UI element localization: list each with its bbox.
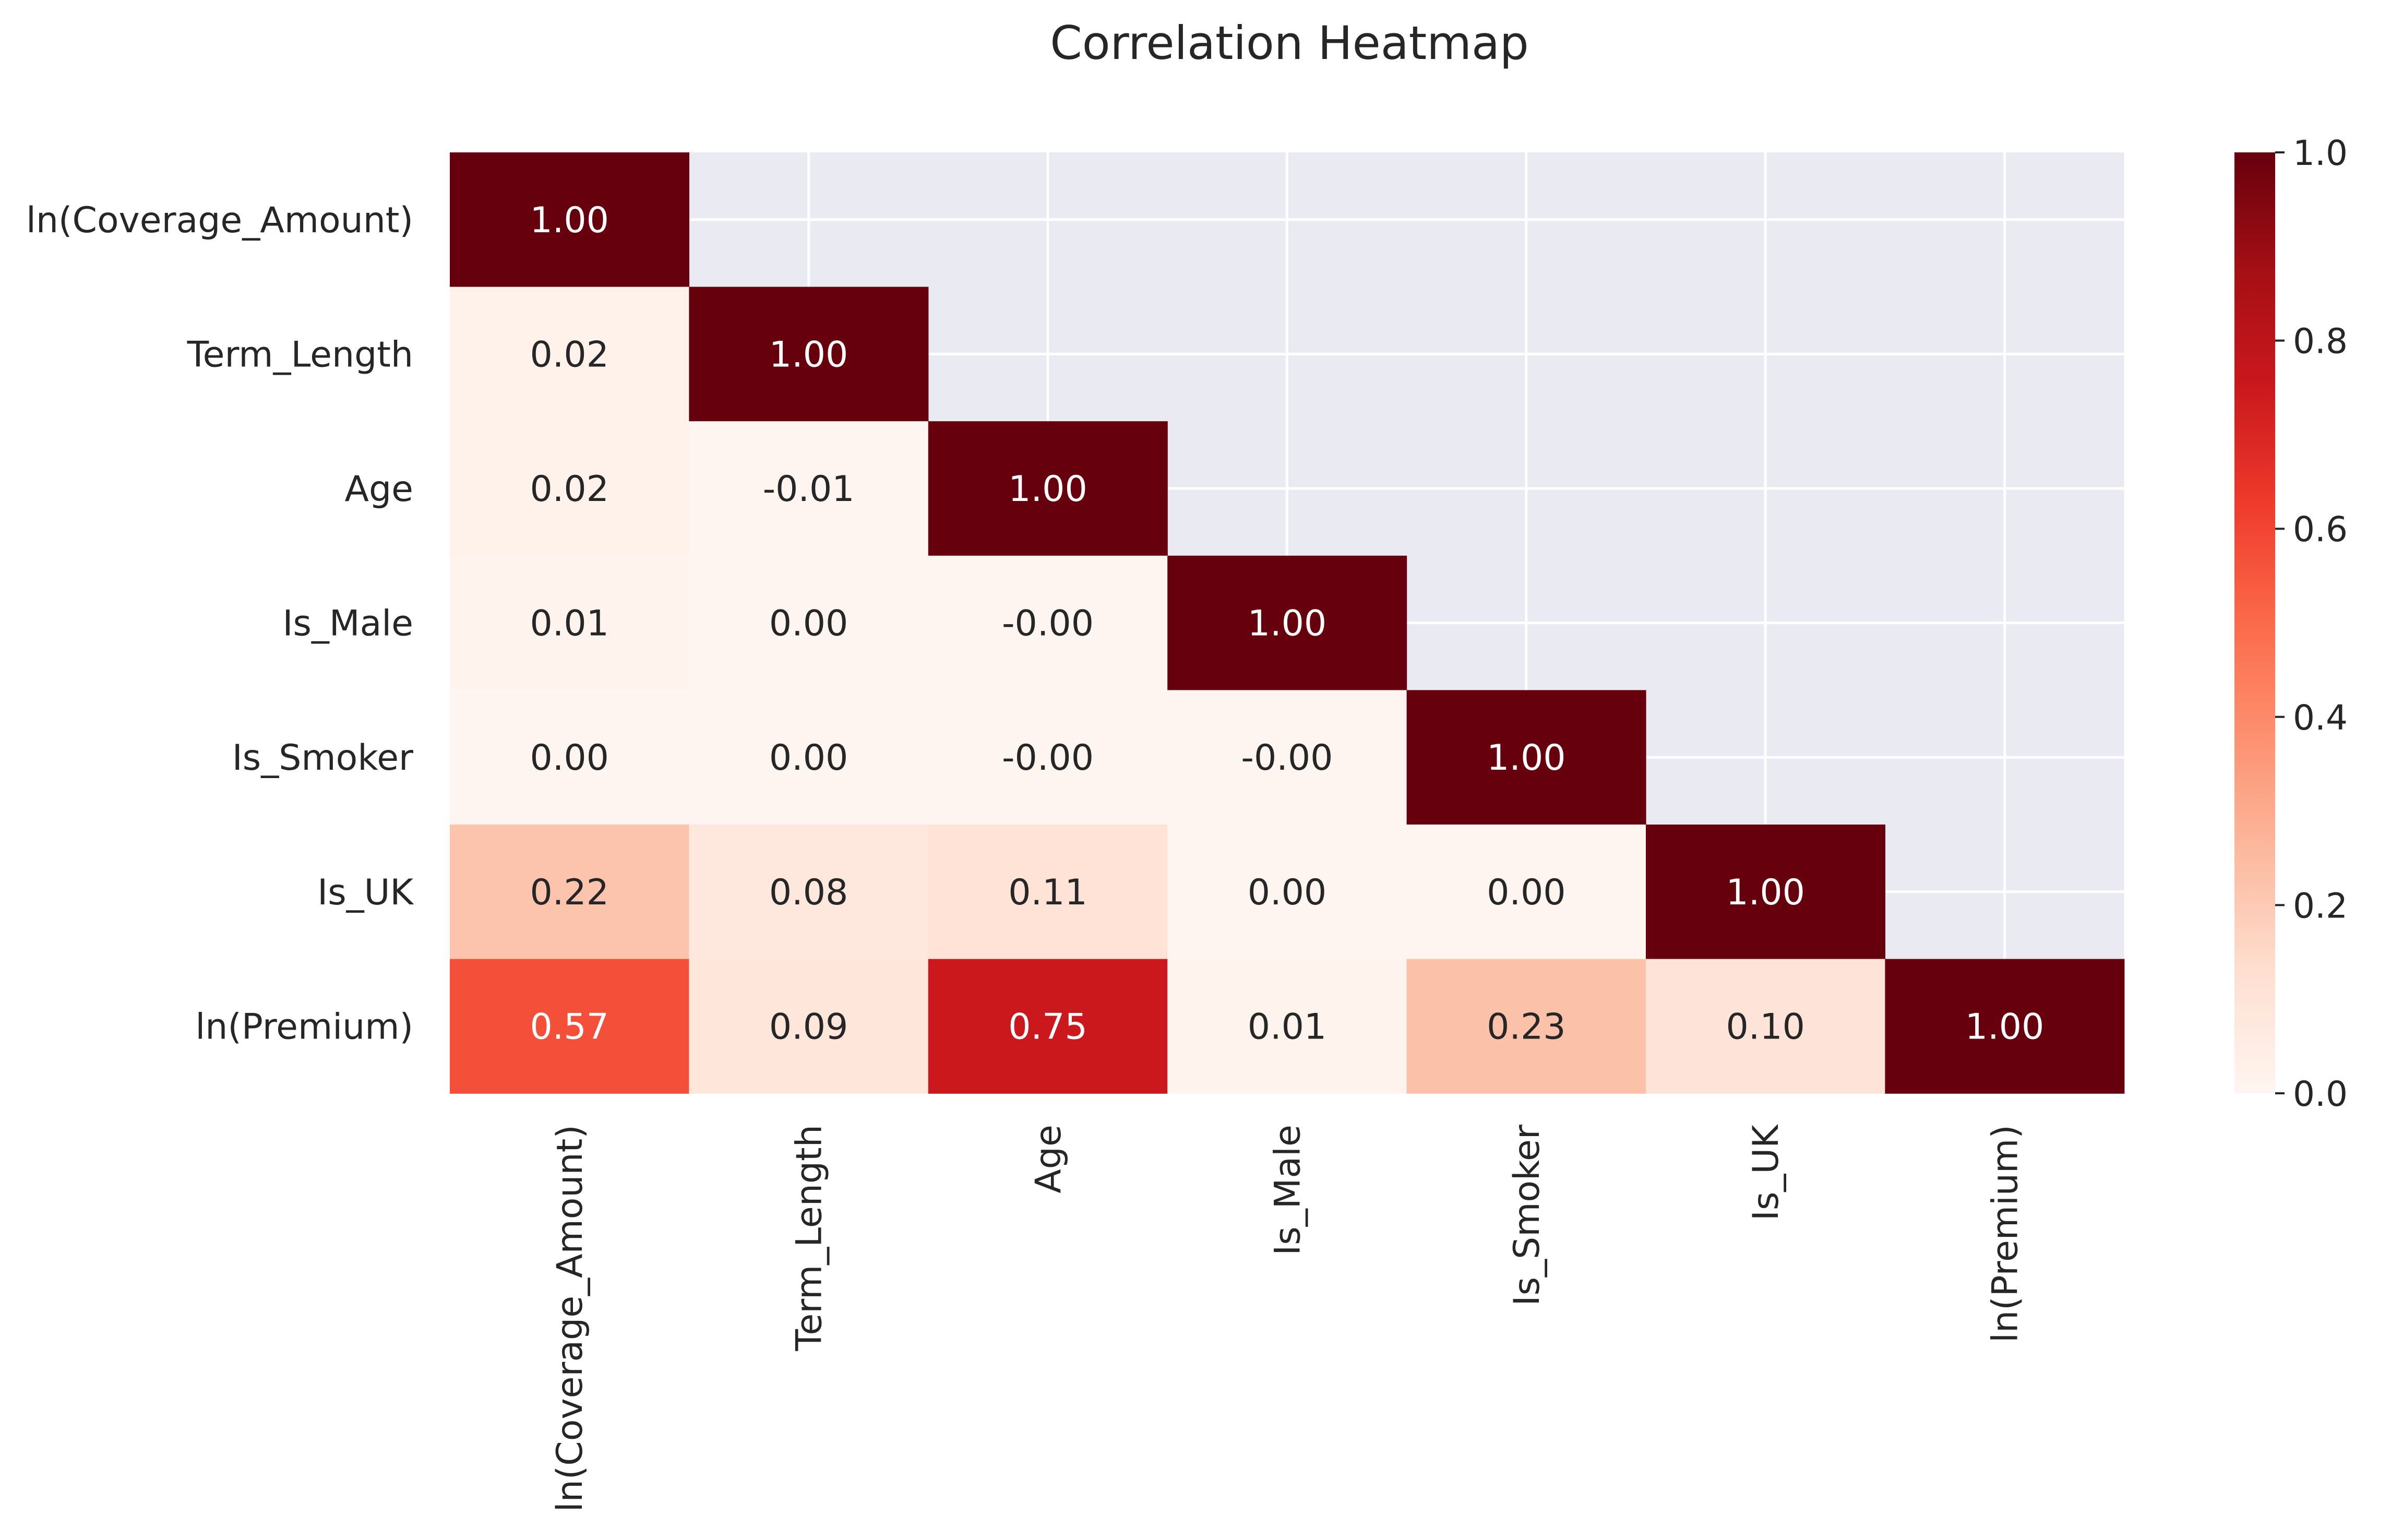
- cell-value-label: -0.00: [1002, 603, 1094, 644]
- heatmap-cell-term-length-term-length: [689, 286, 929, 422]
- cell-value-label: 0.75: [1008, 1006, 1087, 1047]
- cell-value-label: 0.09: [769, 1006, 848, 1047]
- cell-value-label: 0.01: [1248, 1006, 1326, 1047]
- colorbar-tick-label: 0.0: [2293, 1074, 2348, 1114]
- y-tick-label: Is_UK: [317, 872, 414, 913]
- x-tick-label: Is_UK: [1746, 1124, 1787, 1221]
- chart-title: Correlation Heatmap: [1050, 16, 1528, 70]
- cell-value-label: 0.10: [1726, 1006, 1804, 1047]
- cell-value-label: 0.01: [530, 603, 608, 644]
- y-tick-label: Term_Length: [187, 334, 413, 375]
- cell-value-label: 0.02: [530, 469, 608, 510]
- heatmap-cell-is-uk-is-male: [1167, 825, 1407, 960]
- heatmap-cell-is-smoker-term-length: [689, 690, 929, 825]
- colorbar-tick-label: 0.2: [2293, 886, 2348, 926]
- colorbar-tick-label: 0.4: [2293, 698, 2348, 738]
- heatmap-cell-ln-premium-term-length: [689, 959, 929, 1094]
- heatmap-cell-is-smoker-ln-coverage-amount: [450, 690, 689, 825]
- heatmap-cell-is-male-term-length: [689, 555, 929, 690]
- heatmap-cell-is-uk-is-uk: [1646, 825, 1885, 960]
- heatmap-cell-is-male-age: [928, 555, 1168, 690]
- heatmap-cell-term-length-ln-coverage-amount: [450, 286, 689, 422]
- heatmap-cell-ln-premium-is-smoker: [1406, 959, 1646, 1094]
- cell-value-label: 1.00: [1965, 1006, 2044, 1047]
- heatmap-cell-is-smoker-is-smoker: [1406, 690, 1646, 825]
- cell-value-label: 0.00: [1248, 872, 1326, 913]
- cell-value-label: 1.00: [1726, 872, 1804, 913]
- plot-area: 1.00 0.02 1.00 0.02 -0.01 1.00 0.01 0.00 -0.00 1.…: [26, 152, 2125, 1512]
- cell-value-label: 1.00: [1248, 603, 1326, 644]
- y-tick-label: Is_Smoker: [232, 737, 413, 779]
- cell-value-label: 0.00: [1487, 872, 1565, 913]
- heatmap-cell-age-age: [928, 421, 1168, 556]
- heatmap-cell-is-male-is-male: [1167, 555, 1407, 690]
- cell-value-label: 0.23: [1487, 1006, 1565, 1047]
- y-tick-label: ln(Coverage_Amount): [26, 200, 413, 241]
- x-tick-label: Age: [1028, 1125, 1069, 1193]
- heatmap-cell-ln-premium-is-male: [1167, 959, 1407, 1094]
- heatmap-cell-age-ln-coverage-amount: [450, 421, 689, 556]
- heatmap-cell-ln-premium-ln-coverage-amount: [450, 959, 689, 1094]
- y-tick-label: ln(Premium): [195, 1006, 413, 1047]
- cell-value-label: 0.00: [769, 737, 848, 779]
- cell-value-label: 0.08: [769, 872, 848, 913]
- y-tick-label: Age: [344, 469, 413, 510]
- cell-value-label: 0.11: [1008, 872, 1087, 913]
- heatmap-cell-is-male-ln-coverage-amount: [450, 555, 689, 690]
- x-tick-label: Is_Male: [1267, 1125, 1308, 1256]
- x-tick-label: ln(Coverage_Amount): [549, 1125, 591, 1512]
- cell-value-label: 0.02: [530, 334, 608, 375]
- heatmap-cell-is-smoker-age: [928, 690, 1168, 825]
- cell-value-label: 1.00: [1487, 737, 1565, 779]
- cell-value-label: 0.57: [530, 1006, 608, 1047]
- heatmap-cell-is-uk-is-smoker: [1406, 825, 1646, 960]
- heatmap-cell-is-smoker-is-male: [1167, 690, 1407, 825]
- colorbar-tick-label: 1.0: [2293, 133, 2348, 173]
- heatmap-cell-ln-premium-ln-premium: [1885, 959, 2125, 1094]
- heatmap-cell-is-uk-ln-coverage-amount: [450, 825, 689, 960]
- colorbar-gradient: [2234, 152, 2275, 1093]
- heatmap-cell-is-uk-age: [928, 825, 1168, 960]
- cell-value-label: 1.00: [530, 200, 608, 241]
- cell-value-label: 1.00: [769, 334, 848, 375]
- cell-value-label: 1.00: [1008, 469, 1087, 510]
- heatmap-cell-age-term-length: [689, 421, 929, 556]
- heatmap-cell-ln-coverage-amount-ln-coverage-amount: [450, 152, 689, 288]
- colorbar-tick-label: 0.6: [2293, 509, 2348, 550]
- heatmap-cell-ln-premium-is-uk: [1646, 959, 1885, 1094]
- y-tick-label: Is_Male: [282, 603, 413, 644]
- heatmap-cell-is-uk-term-length: [689, 825, 929, 960]
- cell-value-label: -0.00: [1002, 737, 1094, 779]
- cell-value-label: 0.00: [530, 737, 608, 779]
- heatmap-cell-ln-premium-age: [928, 959, 1168, 1094]
- cell-value-label: 0.22: [530, 872, 608, 913]
- x-tick-label: ln(Premium): [1985, 1125, 2026, 1343]
- x-tick-label: Term_Length: [789, 1125, 830, 1351]
- cell-value-label: -0.01: [763, 469, 855, 510]
- colorbar: 0.0 0.2 0.4 0.6 0.8 1.0: [2234, 133, 2348, 1114]
- cell-value-label: -0.00: [1241, 737, 1333, 779]
- colorbar-tick-label: 0.8: [2293, 321, 2348, 362]
- x-tick-label: Is_Smoker: [1507, 1125, 1548, 1306]
- cell-value-label: 0.00: [769, 603, 848, 644]
